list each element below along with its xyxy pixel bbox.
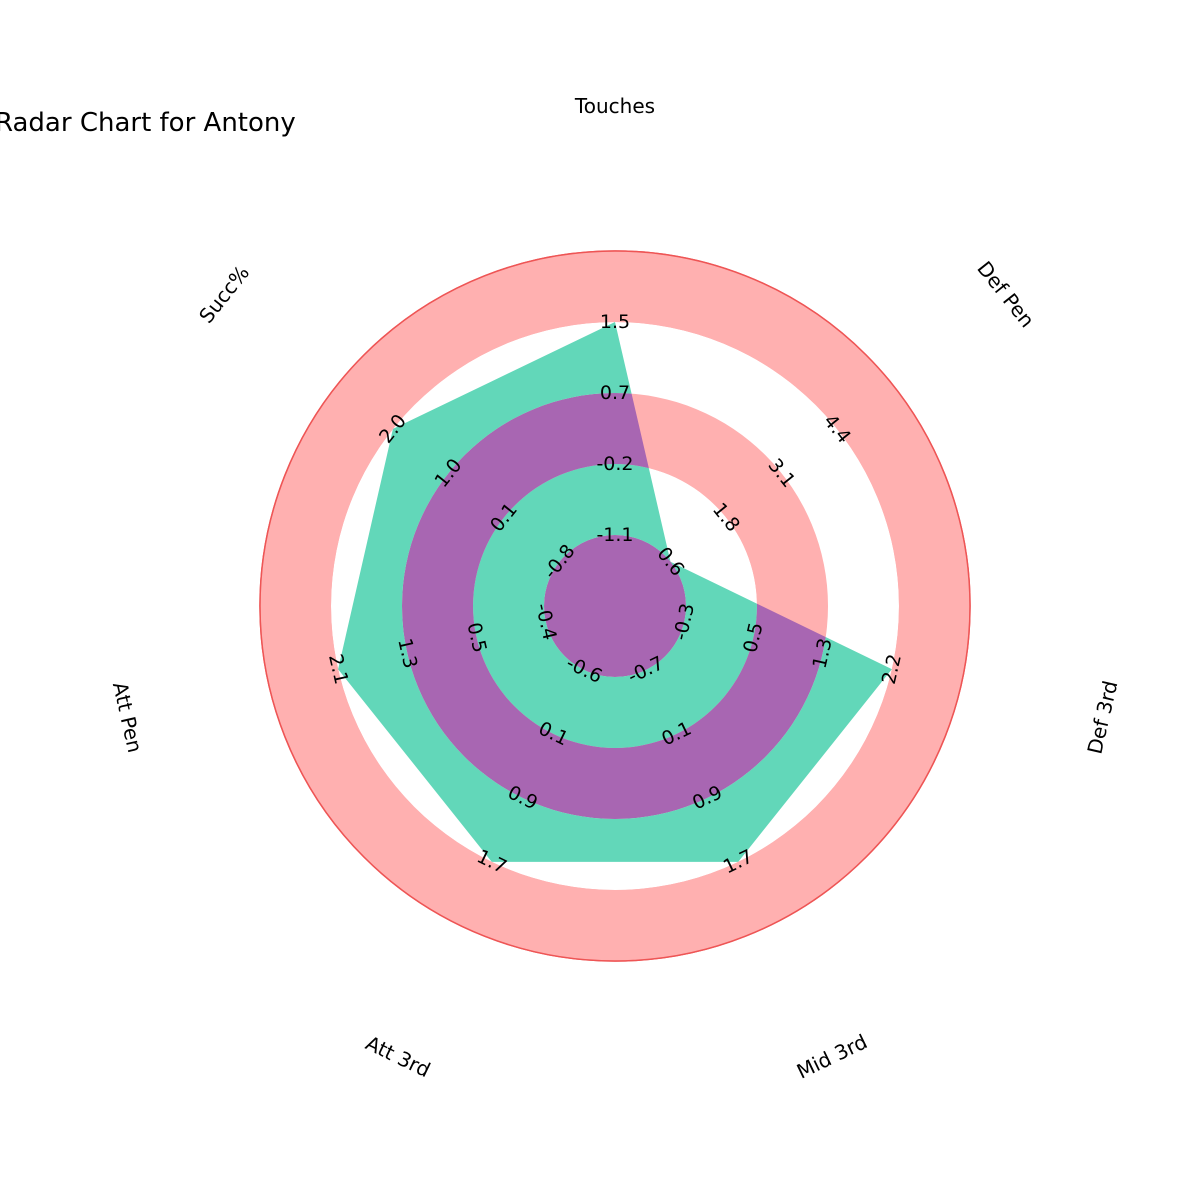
param-label-def-3rd: Def 3rd <box>1082 678 1122 756</box>
param-label-att-pen: Att Pen <box>108 680 147 755</box>
param-label-touches: Touches <box>574 94 655 118</box>
tick-label: 0.7 <box>600 382 630 404</box>
param-label-att-3rd: Att 3rd <box>362 1031 434 1082</box>
tick-label: 1.5 <box>600 311 630 333</box>
param-label-succ-: Succ% <box>194 261 254 328</box>
tick-label: -1.1 <box>596 524 633 546</box>
chart-title: Radar Chart for Antony <box>0 108 296 138</box>
radar-outer-edge <box>259 250 971 962</box>
player-ring-1 <box>544 535 686 677</box>
tick-label: -0.2 <box>596 453 633 475</box>
param-label-mid-3rd: Mid 3rd <box>793 1029 871 1083</box>
param-label-def-pen: Def Pen <box>972 257 1039 333</box>
